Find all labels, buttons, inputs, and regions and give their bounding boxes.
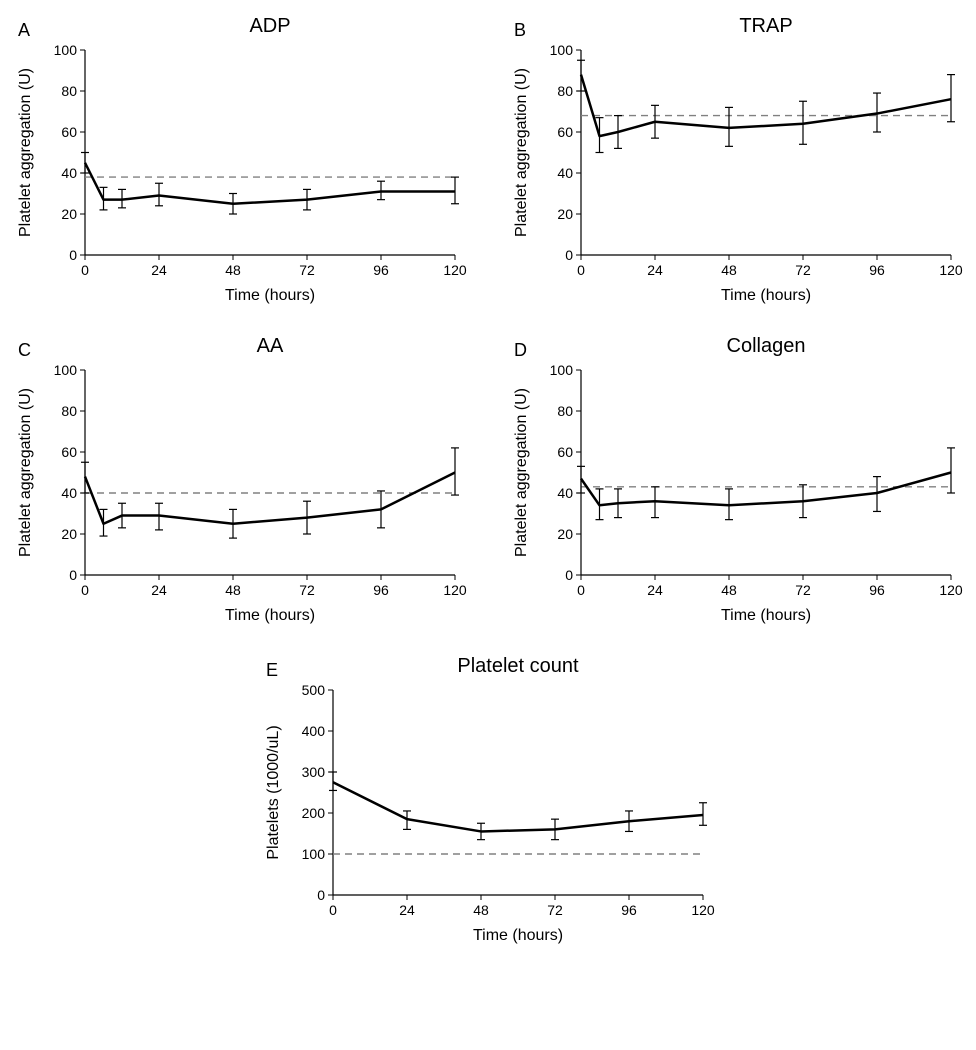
x-axis-label: Time (hours) [225, 607, 315, 624]
x-axis-label: Time (hours) [721, 287, 811, 304]
x-tick-label: 120 [443, 582, 467, 598]
y-tick-label: 0 [317, 887, 325, 903]
data-line [333, 782, 703, 831]
data-line [581, 75, 951, 137]
y-axis-label: Platelet aggregation (U) [17, 68, 34, 237]
y-tick-label: 20 [61, 206, 77, 222]
y-axis-label: Platelets (1000/uL) [265, 725, 282, 859]
y-axis-label: Platelet aggregation (U) [513, 388, 530, 557]
panel-letter: B [514, 20, 526, 40]
y-tick-label: 0 [69, 247, 77, 263]
x-tick-label: 0 [81, 582, 89, 598]
y-tick-label: 500 [302, 682, 326, 698]
chart-b: TRAP B 0 20 40 60 80 100 0 24 48 72 96 120 Time (hours… [506, 10, 966, 310]
x-tick-label: 48 [721, 262, 737, 278]
chart-title: AA [257, 335, 284, 357]
figure-grid: ADP A 0 20 40 60 80 100 0 24 48 72 96 120 Time (hours)… [10, 10, 966, 950]
row-2: AA C 0 20 40 60 80 100 0 24 48 72 96 120 Time (hours) P… [10, 330, 966, 630]
y-tick-label: 60 [61, 124, 77, 140]
x-axis-label: Time (hours) [473, 927, 563, 944]
row-1: ADP A 0 20 40 60 80 100 0 24 48 72 96 120 Time (hours)… [10, 10, 966, 310]
y-tick-label: 300 [302, 764, 326, 780]
y-tick-label: 100 [54, 42, 78, 58]
x-tick-label: 120 [443, 262, 467, 278]
y-tick-label: 80 [557, 403, 573, 419]
x-tick-label: 48 [721, 582, 737, 598]
x-tick-label: 24 [647, 582, 663, 598]
x-tick-label: 72 [299, 262, 315, 278]
y-tick-label: 60 [557, 444, 573, 460]
y-tick-label: 80 [61, 83, 77, 99]
y-axis-label: Platelet aggregation (U) [513, 68, 530, 237]
panel-trap: TRAP B 0 20 40 60 80 100 0 24 48 72 96 120 Time (hours… [506, 10, 966, 310]
x-axis-label: Time (hours) [721, 607, 811, 624]
data-line [85, 473, 455, 524]
panel-letter: C [18, 340, 31, 360]
y-tick-label: 60 [61, 444, 77, 460]
y-tick-label: 0 [565, 247, 573, 263]
y-tick-label: 40 [557, 165, 573, 181]
y-tick-label: 20 [61, 526, 77, 542]
x-tick-label: 120 [939, 582, 963, 598]
panel-letter: E [266, 660, 278, 680]
y-tick-label: 80 [61, 403, 77, 419]
x-tick-label: 96 [621, 902, 637, 918]
x-tick-label: 24 [399, 902, 415, 918]
y-tick-label: 0 [565, 567, 573, 583]
chart-title: TRAP [739, 15, 792, 37]
y-tick-label: 60 [557, 124, 573, 140]
x-tick-label: 48 [225, 262, 241, 278]
data-line [85, 163, 455, 204]
y-tick-label: 200 [302, 805, 326, 821]
y-tick-label: 0 [69, 567, 77, 583]
x-tick-label: 120 [691, 902, 715, 918]
x-tick-label: 0 [329, 902, 337, 918]
x-tick-label: 24 [151, 262, 167, 278]
x-tick-label: 48 [473, 902, 489, 918]
x-tick-label: 0 [577, 582, 585, 598]
y-tick-label: 100 [302, 846, 326, 862]
panel-aa: AA C 0 20 40 60 80 100 0 24 48 72 96 120 Time (hours) P… [10, 330, 470, 630]
x-tick-label: 96 [373, 262, 389, 278]
chart-title: ADP [249, 15, 290, 37]
y-tick-label: 100 [54, 362, 78, 378]
x-tick-label: 72 [795, 262, 811, 278]
x-tick-label: 120 [939, 262, 963, 278]
x-tick-label: 0 [577, 262, 585, 278]
chart-d: Collagen D 0 20 40 60 80 100 0 24 48 72 96 120 Time (h… [506, 330, 966, 630]
y-tick-label: 80 [557, 83, 573, 99]
y-tick-label: 100 [550, 362, 574, 378]
y-tick-label: 40 [61, 165, 77, 181]
x-axis-label: Time (hours) [225, 287, 315, 304]
x-tick-label: 96 [373, 582, 389, 598]
data-line [581, 473, 951, 506]
y-tick-label: 40 [61, 485, 77, 501]
y-tick-label: 100 [550, 42, 574, 58]
panel-collagen: Collagen D 0 20 40 60 80 100 0 24 48 72 96 120 Time (h… [506, 330, 966, 630]
row-3: Platelet count E 0 100 200 300 400 500 0 24 48 72 96… [10, 650, 966, 950]
y-tick-label: 40 [557, 485, 573, 501]
x-tick-label: 24 [151, 582, 167, 598]
y-tick-label: 20 [557, 526, 573, 542]
chart-title: Collagen [727, 335, 806, 357]
chart-a: ADP A 0 20 40 60 80 100 0 24 48 72 96 120 Time (hours)… [10, 10, 470, 310]
x-tick-label: 96 [869, 262, 885, 278]
x-tick-label: 24 [647, 262, 663, 278]
x-tick-label: 72 [299, 582, 315, 598]
chart-title: Platelet count [457, 655, 579, 677]
x-tick-label: 48 [225, 582, 241, 598]
y-tick-label: 400 [302, 723, 326, 739]
y-tick-label: 20 [557, 206, 573, 222]
x-tick-label: 72 [547, 902, 563, 918]
x-tick-label: 0 [81, 262, 89, 278]
x-tick-label: 72 [795, 582, 811, 598]
panel-platelet-count: Platelet count E 0 100 200 300 400 500 0 24 48 72 96… [258, 650, 718, 950]
chart-e: Platelet count E 0 100 200 300 400 500 0 24 48 72 96… [258, 650, 718, 950]
panel-letter: D [514, 340, 527, 360]
x-tick-label: 96 [869, 582, 885, 598]
panel-adp: ADP A 0 20 40 60 80 100 0 24 48 72 96 120 Time (hours)… [10, 10, 470, 310]
y-axis-label: Platelet aggregation (U) [17, 388, 34, 557]
chart-c: AA C 0 20 40 60 80 100 0 24 48 72 96 120 Time (hours) P… [10, 330, 470, 630]
panel-letter: A [18, 20, 30, 40]
